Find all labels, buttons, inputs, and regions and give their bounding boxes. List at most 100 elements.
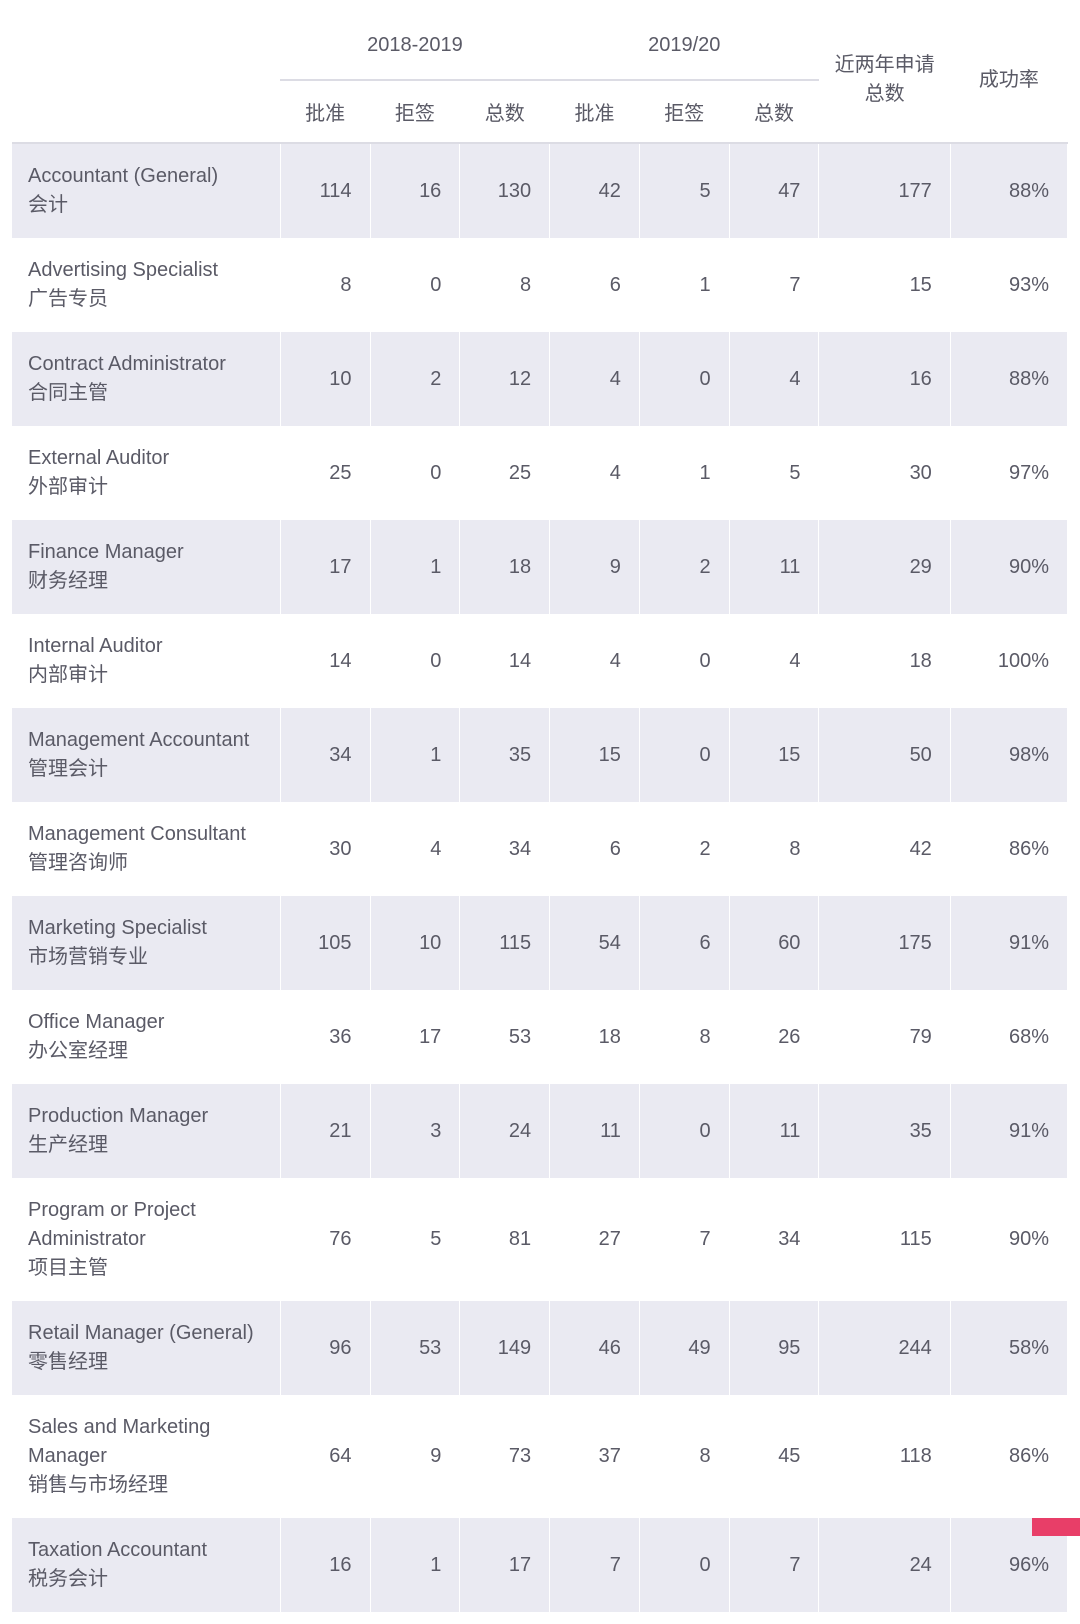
cell-p1-approved: 17 [280,520,370,614]
table-row: Finance Manager财务经理1711892112990% [12,520,1068,614]
cell-p1-total: 25 [460,426,550,520]
table-body: Accountant (General)会计114161304254717788… [12,143,1068,1612]
cell-p1-rejected: 0 [370,426,460,520]
cell-p2-approved: 4 [550,614,640,708]
cell-name-en: External Auditor [28,444,274,473]
cell-p1-rejected: 1 [370,708,460,802]
cell-p1-approved: 16 [280,1518,370,1612]
table-row: Contract Administrator合同主管102124041688% [12,332,1068,426]
cell-p2-total: 60 [729,896,819,990]
cell-p1-approved: 105 [280,896,370,990]
cell-name: External Auditor外部审计 [12,426,280,520]
cell-two-year-total: 175 [819,896,950,990]
cell-success-rate: 86% [950,802,1067,896]
cell-success-rate: 86% [950,1395,1067,1518]
table-row: Advertising Specialist广告专员8086171593% [12,238,1068,332]
cell-p2-rejected: 0 [639,614,729,708]
cell-success-rate: 93% [950,238,1067,332]
cell-p1-total: 130 [460,143,550,238]
cell-p1-rejected: 4 [370,802,460,896]
cell-p2-approved: 4 [550,332,640,426]
cell-p2-rejected: 2 [639,802,729,896]
cell-p1-total: 8 [460,238,550,332]
cell-name-cn: 内部审计 [28,661,274,690]
cell-success-rate: 98% [950,708,1067,802]
cell-p1-total: 12 [460,332,550,426]
stats-table: 2018-2019 2019/20 近两年申请总数 成功率 批准 拒签 总数 批… [12,12,1068,1612]
cell-p1-total: 14 [460,614,550,708]
cell-p2-rejected: 8 [639,990,729,1084]
cell-p1-approved: 36 [280,990,370,1084]
cell-name-cn: 办公室经理 [28,1037,274,1066]
cell-p1-total: 24 [460,1084,550,1178]
cell-name: Production Manager生产经理 [12,1084,280,1178]
cell-name: Management Accountant管理会计 [12,708,280,802]
table-row: Production Manager生产经理21324110113591% [12,1084,1068,1178]
cell-p1-approved: 10 [280,332,370,426]
cell-p2-rejected: 6 [639,896,729,990]
cell-name-en: Taxation Accountant [28,1536,274,1565]
cell-p2-rejected: 2 [639,520,729,614]
cell-name-en: Management Accountant [28,726,274,755]
cell-two-year-total: 30 [819,426,950,520]
cell-name-en: Management Consultant [28,820,274,849]
cell-two-year-total: 115 [819,1178,950,1301]
cell-p1-rejected: 17 [370,990,460,1084]
cell-p1-approved: 14 [280,614,370,708]
cell-p1-total: 34 [460,802,550,896]
cell-name-cn: 项目主管 [28,1254,274,1283]
cell-name-en: Marketing Specialist [28,914,274,943]
cell-p2-approved: 46 [550,1301,640,1395]
cell-p2-total: 15 [729,708,819,802]
cell-p2-rejected: 1 [639,426,729,520]
table-row: Retail Manager (General)零售经理965314946499… [12,1301,1068,1395]
cell-name: Marketing Specialist市场营销专业 [12,896,280,990]
cell-two-year-total: 35 [819,1084,950,1178]
cell-success-rate: 90% [950,520,1067,614]
cell-p2-total: 11 [729,1084,819,1178]
cell-success-rate: 88% [950,332,1067,426]
col-header-success-rate: 成功率 [950,12,1067,143]
table-row: Management Consultant管理咨询师304346284286% [12,802,1068,896]
cell-p2-total: 8 [729,802,819,896]
table-row: Office Manager办公室经理361753188267968% [12,990,1068,1084]
table-row: Sales and Marketing Manager销售与市场经理649733… [12,1395,1068,1518]
cell-p2-total: 7 [729,238,819,332]
col-header-period1: 2018-2019 [280,12,549,80]
cell-p1-rejected: 1 [370,520,460,614]
cell-name-cn: 财务经理 [28,567,274,596]
cell-p2-total: 4 [729,332,819,426]
cell-p2-rejected: 0 [639,332,729,426]
cell-p2-approved: 9 [550,520,640,614]
cell-p2-approved: 4 [550,426,640,520]
cell-p1-approved: 76 [280,1178,370,1301]
cell-p1-total: 149 [460,1301,550,1395]
cell-two-year-total: 16 [819,332,950,426]
cell-success-rate: 88% [950,143,1067,238]
cell-p2-approved: 42 [550,143,640,238]
col-subheader-total-1: 总数 [460,80,550,143]
cell-p2-total: 47 [729,143,819,238]
cell-p1-total: 73 [460,1395,550,1518]
cell-name-cn: 会计 [28,191,274,220]
col-subheader-approved-2: 批准 [550,80,640,143]
cell-p1-rejected: 0 [370,238,460,332]
cell-two-year-total: 118 [819,1395,950,1518]
cell-name: Internal Auditor内部审计 [12,614,280,708]
cell-p1-approved: 96 [280,1301,370,1395]
cell-p1-total: 18 [460,520,550,614]
cell-success-rate: 68% [950,990,1067,1084]
cell-name-en: Sales and Marketing Manager [28,1413,274,1471]
cell-p2-total: 7 [729,1518,819,1612]
table-row: External Auditor外部审计250254153097% [12,426,1068,520]
cell-p1-rejected: 53 [370,1301,460,1395]
cell-p2-approved: 6 [550,238,640,332]
cell-p2-rejected: 0 [639,1518,729,1612]
cell-p2-approved: 18 [550,990,640,1084]
cell-p2-approved: 7 [550,1518,640,1612]
cell-name-en: Program or Project Administrator [28,1196,274,1254]
cell-name-cn: 外部审计 [28,473,274,502]
cell-name: Retail Manager (General)零售经理 [12,1301,280,1395]
table-row: Taxation Accountant税务会计161177072496% [12,1518,1068,1612]
cell-p2-rejected: 8 [639,1395,729,1518]
